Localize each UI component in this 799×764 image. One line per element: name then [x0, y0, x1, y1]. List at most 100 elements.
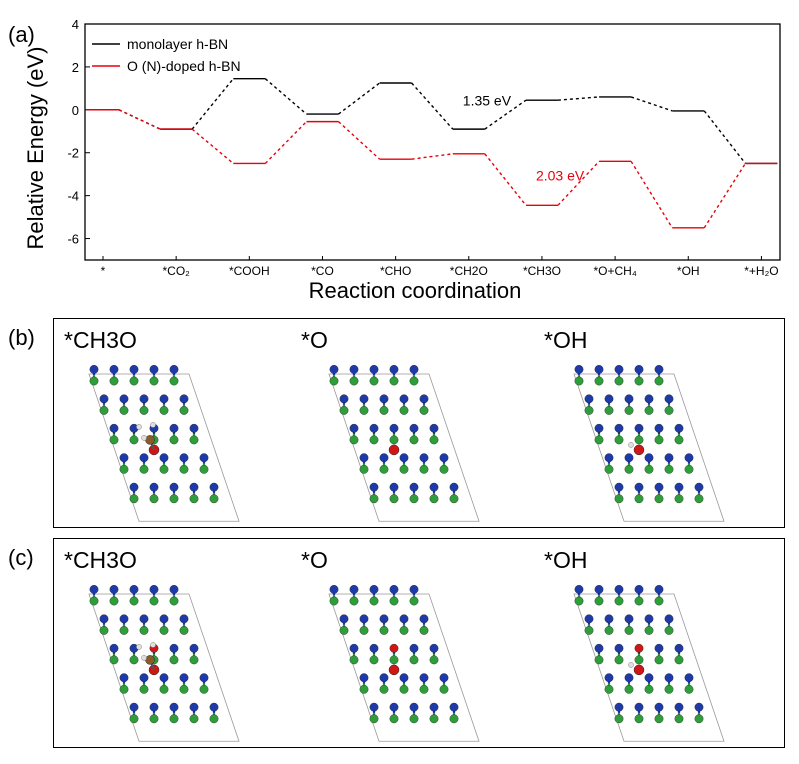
boron-atom: [169, 435, 179, 445]
nitrogen-atom: [654, 702, 664, 712]
boron-atom: [594, 376, 604, 386]
nitrogen-atom: [614, 423, 624, 433]
adsorbate: [136, 642, 160, 676]
nitrogen-atom: [109, 584, 119, 594]
barrier-annotation: 1.35 eV: [463, 93, 512, 109]
boron-atom: [654, 596, 664, 606]
nitrogen-atom: [654, 643, 664, 653]
panel-c-structures: *CH3O *O *OH: [53, 538, 785, 748]
boron-atom: [359, 684, 369, 694]
series-monolayer-hbn: [87, 78, 778, 165]
boron-atom: [664, 684, 674, 694]
adsorbate: [388, 444, 400, 456]
lattice-b-o: [328, 364, 480, 522]
nitrogen-atom: [594, 584, 604, 594]
transition-connector: [191, 128, 234, 164]
boron-atom: [594, 655, 604, 665]
transition-connector: [264, 78, 307, 115]
boron-atom: [189, 494, 199, 504]
boron-atom: [644, 626, 654, 635]
nitrogen-atom: [409, 584, 419, 594]
structure-label-oh: *OH: [544, 327, 588, 353]
boron-atom: [449, 494, 459, 504]
nitrogen-atom: [359, 453, 369, 463]
boron-atom: [189, 435, 199, 445]
boron-atom: [89, 376, 99, 386]
nitrogen-atom: [654, 482, 664, 492]
nitrogen-atom: [399, 673, 409, 683]
nitrogen-atom: [449, 482, 459, 492]
boron-atom: [594, 596, 604, 606]
boron-atom: [389, 435, 399, 445]
hydrogen-atom: [150, 422, 156, 428]
boron-atom: [399, 684, 409, 694]
nitrogen-atom: [684, 673, 694, 683]
boron-atom: [149, 714, 159, 724]
nitrogen-atom: [399, 614, 409, 624]
nitrogen-atom: [109, 643, 119, 653]
boron-atom: [359, 626, 369, 635]
nitrogen-atom: [654, 364, 664, 374]
transition-connector: [191, 78, 234, 130]
boron-atom: [179, 684, 189, 694]
nitrogen-atom: [139, 394, 149, 404]
boron-atom: [399, 464, 409, 474]
boron-atom: [349, 655, 359, 665]
boron-atom: [359, 406, 369, 415]
nitrogen-atom: [169, 482, 179, 492]
nitrogen-atom: [624, 673, 634, 683]
boron-atom: [179, 406, 189, 415]
nitrogen-atom: [594, 643, 604, 653]
plot-frame: [84, 23, 781, 261]
boron-atom: [449, 714, 459, 724]
boron-atom: [614, 494, 624, 504]
nitrogen-atom: [329, 584, 339, 594]
boron-atom: [409, 494, 419, 504]
nitrogen-atom: [349, 584, 359, 594]
nitrogen-atom: [369, 584, 379, 594]
nitrogen-atom: [439, 673, 449, 683]
nitrogen-atom: [359, 614, 369, 624]
boron-atom: [129, 376, 139, 386]
carbon-atom: [145, 435, 155, 445]
atoms: [89, 584, 219, 724]
boron-atom: [369, 494, 379, 504]
transition-connector: [484, 99, 527, 130]
boron-atom: [409, 714, 419, 724]
nitrogen-atom: [429, 643, 439, 653]
nitrogen-atom: [149, 702, 159, 712]
boron-atom: [429, 494, 439, 504]
nitrogen-atom: [634, 423, 644, 433]
boron-atom: [574, 376, 584, 386]
boron-atom: [634, 494, 644, 504]
nitrogen-atom: [109, 364, 119, 374]
nitrogen-atom: [439, 453, 449, 463]
nitrogen-atom: [349, 364, 359, 374]
nitrogen-atom: [389, 643, 399, 653]
panel-a-label: (a): [8, 22, 35, 47]
nitrogen-atom: [694, 702, 704, 712]
hydrogen-atom: [141, 655, 147, 661]
x-tick-label: *CH2O: [450, 264, 488, 278]
boron-atom: [379, 464, 389, 474]
structure-label-oh: *OH: [544, 547, 588, 573]
boron-atom: [149, 494, 159, 504]
y-tick-label: 2: [72, 60, 79, 75]
boron-atom: [349, 596, 359, 606]
boron-atom: [429, 435, 439, 445]
boron-atom: [99, 626, 109, 635]
boron-atom: [359, 464, 369, 474]
nitrogen-atom: [119, 673, 129, 683]
boron-atom: [614, 655, 624, 665]
atoms: [574, 364, 704, 504]
nitrogen-atom: [604, 453, 614, 463]
boron-atom: [89, 596, 99, 606]
lattice-c-ch3o: [88, 584, 240, 742]
nitrogen-atom: [614, 643, 624, 653]
nitrogen-atom: [369, 702, 379, 712]
bonds: [92, 369, 216, 499]
nitrogen-atom: [664, 673, 674, 683]
boron-atom: [199, 464, 209, 474]
boron-atom: [159, 626, 169, 635]
boron-atom: [129, 596, 139, 606]
